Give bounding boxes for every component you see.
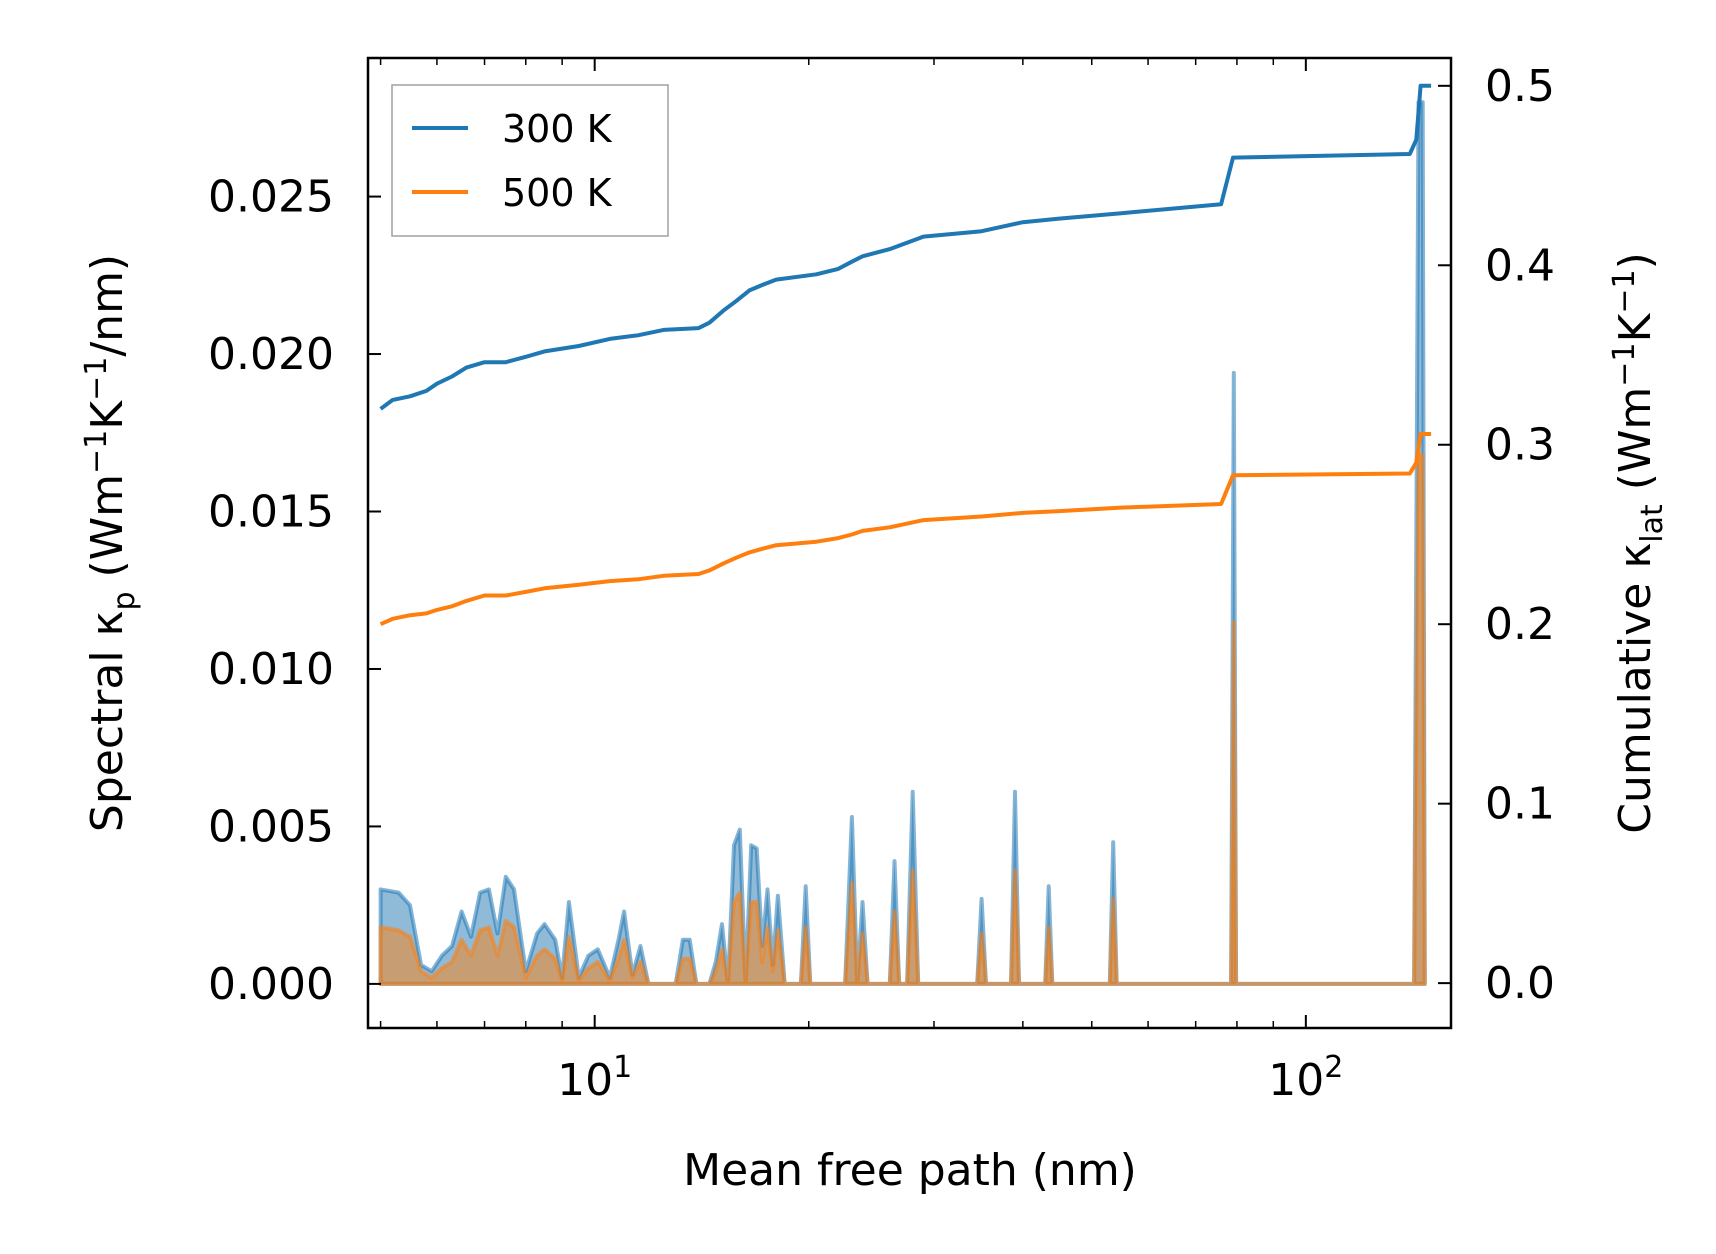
- plot-frame: [366, 56, 1453, 1030]
- y-right-tick-label: 0.2: [1485, 599, 1555, 650]
- y-left-tick-label: 0.000: [208, 959, 334, 1010]
- y-right-tick-label: 0.1: [1485, 779, 1555, 830]
- y-left-axis-label: Spectral κp (Wm−1K−1/nm): [79, 254, 142, 832]
- y-left-tick-label: 0.025: [208, 172, 334, 223]
- tick-layer: 0.000 0.005 0.010 0.015 0.020 0.025 0.0 0.1 0.2 0…: [208, 58, 1555, 1106]
- y-right-tick-label: 0.5: [1485, 61, 1555, 112]
- spectral-area-300k: [378, 100, 1427, 986]
- cumulative-line-500k: [379, 432, 1432, 627]
- y-right-axis-label: Cumulative κlat (Wm−1K−1): [1607, 252, 1670, 834]
- y-left-tick-label: 0.005: [208, 801, 334, 852]
- cumulative-line-300k: [379, 83, 1432, 411]
- x-tick-label: 101: [557, 1050, 632, 1106]
- spectral-fill-layer: [378, 100, 1427, 986]
- y-left-tick-label: 0.020: [208, 329, 334, 380]
- legend-label-300k: 300 K: [502, 107, 613, 151]
- y-right-tick-label: 0.0: [1485, 958, 1555, 1009]
- legend-label-500k: 500 K: [502, 171, 613, 215]
- x-tick-label: 102: [1268, 1050, 1343, 1106]
- y-right-tick-label: 0.4: [1485, 240, 1555, 291]
- y-right-tick-label: 0.3: [1485, 420, 1555, 471]
- y-left-tick-label: 0.010: [208, 644, 334, 695]
- spectral-area-500k: [378, 452, 1427, 986]
- legend-box: [391, 84, 669, 237]
- x-axis-label: Mean free path (nm): [683, 1145, 1137, 1196]
- cumulative-line-layer: [379, 83, 1432, 627]
- legend: 300 K 500 K: [391, 84, 669, 237]
- y-left-tick-label: 0.015: [208, 487, 334, 538]
